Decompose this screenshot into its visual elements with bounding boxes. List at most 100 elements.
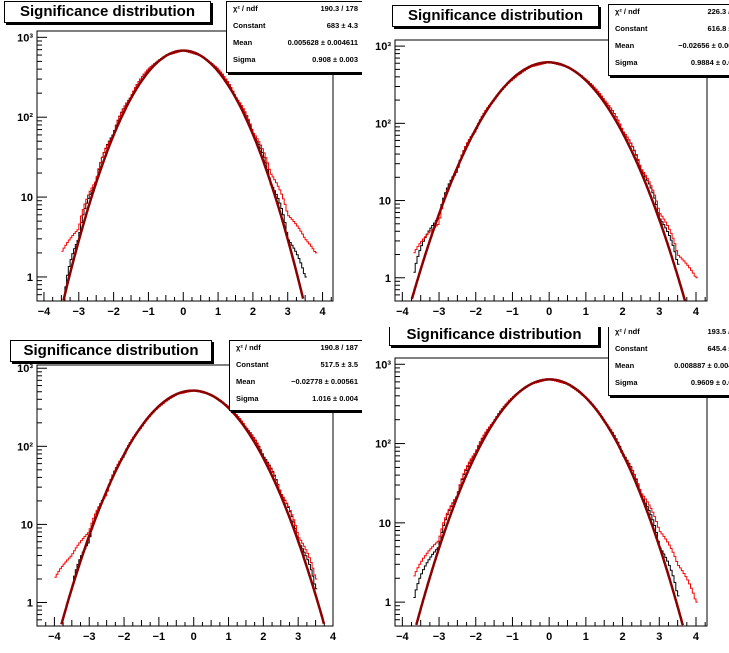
y-tick-label: 10³ [17, 363, 33, 375]
x-tick-label: −1 [506, 631, 519, 643]
chart-panel-top-right: −4 −3 −2 −1 0 1 2 3 4 1 10 10² 10³ Significance dist… [367, 0, 729, 326]
x-tick-label: −4 [396, 631, 409, 643]
x-tick-label: −2 [469, 631, 482, 643]
stats-value: −0.02656 ± 0.00506 [678, 41, 729, 50]
stats-box: χ² / ndf 190.3 / 178 Constant 683 ± 4.3 Me… [226, 1, 362, 73]
stats-label: Mean [236, 377, 256, 386]
x-tick-label: 1 [583, 306, 589, 318]
plot-frame [36, 30, 334, 302]
stats-value: 683 ± 4.3 [326, 21, 358, 30]
x-tick-label: −3 [433, 631, 446, 643]
histogram-series-red [413, 379, 698, 603]
chart-svg: −4 −3 −2 −1 0 1 2 3 4 1 10 10² 10³ [375, 357, 708, 643]
x-tick-label: 3 [285, 306, 291, 318]
stats-label: Constant [615, 344, 648, 353]
x-tick-label: −4 [38, 306, 51, 318]
stats-value: 0.008887 ± 0.004896 [674, 361, 729, 370]
chart-title: Significance distribution [389, 327, 599, 346]
y-tick-label: 1 [27, 597, 33, 609]
x-tick-label: −2 [107, 306, 120, 318]
x-tick-label: −4 [48, 631, 61, 643]
x-tick-label: −1 [506, 306, 519, 318]
y-tick-label: 10³ [17, 32, 33, 44]
stats-value: 0.908 ± 0.003 [312, 55, 358, 64]
stats-label: Sigma [233, 55, 256, 64]
stats-value: 193.5 / 177 [707, 327, 729, 336]
chart-title: Significance distribution [10, 340, 212, 362]
stats-label: χ² / ndf [615, 327, 640, 336]
gaussian-fit-curve [62, 49, 305, 301]
x-tick-label: −3 [73, 306, 86, 318]
x-tick-label: 1 [225, 631, 231, 643]
stats-value: 0.9609 ± 0.0034 [690, 378, 729, 387]
stats-label: Sigma [236, 394, 259, 403]
stats-value: 226.3 / 185 [707, 7, 729, 16]
x-tick-label: 0 [546, 306, 552, 318]
stats-value: −0.02778 ± 0.00561 [291, 377, 358, 386]
gaussian-fit-curve [415, 378, 684, 626]
stats-value: 190.3 / 178 [320, 4, 358, 13]
stats-value: 1.016 ± 0.004 [312, 394, 358, 403]
stats-label: χ² / ndf [236, 343, 261, 352]
y-tick-label: 10 [379, 518, 391, 530]
x-tick-label: 2 [620, 631, 626, 643]
stats-label: Constant [233, 21, 266, 30]
y-tick-label: 10² [17, 441, 33, 453]
stats-label: Sigma [615, 58, 638, 67]
stats-label: Constant [615, 24, 648, 33]
stats-value: 645.4 ± 4.0 [707, 344, 729, 353]
gaussian-fit-curve [410, 61, 687, 302]
histogram-series-red [61, 50, 318, 254]
stats-value: 190.8 / 187 [320, 343, 358, 352]
y-tick-label: 10 [379, 196, 391, 208]
x-tick-label: 3 [656, 631, 662, 643]
y-tick-label: 10 [21, 519, 33, 531]
y-tick-label: 1 [27, 272, 33, 284]
x-tick-label: 3 [656, 306, 662, 318]
stats-label: χ² / ndf [615, 7, 640, 16]
stats-label: Constant [236, 360, 269, 369]
y-tick-label: 10² [375, 118, 391, 130]
x-tick-label: 2 [620, 306, 626, 318]
chart-svg: −4 −3 −2 −1 0 1 2 3 4 1 10 10² 10³ [17, 363, 337, 643]
x-tick-label: 0 [546, 631, 552, 643]
stats-label: χ² / ndf [233, 4, 258, 13]
stats-label: Mean [615, 361, 635, 370]
x-tick-label: 1 [215, 306, 221, 318]
chart-panel-bottom-left: −4 −3 −2 −1 0 1 2 3 4 1 10 10² 10³ Significance dist… [0, 327, 362, 653]
histogram-series-red [54, 390, 318, 580]
y-tick-label: 10² [375, 439, 391, 451]
x-tick-label: 4 [693, 306, 700, 318]
stats-box: χ² / ndf 190.8 / 187 Constant 517.5 ± 3.5 … [229, 340, 362, 411]
x-tick-label: 2 [250, 306, 256, 318]
y-tick-label: 1 [385, 597, 391, 609]
x-tick-label: 4 [693, 631, 700, 643]
x-tick-label: −3 [83, 631, 96, 643]
x-tick-label: 0 [191, 631, 197, 643]
y-tick-label: 10² [17, 112, 33, 124]
x-tick-label: −3 [433, 306, 446, 318]
x-tick-label: 0 [180, 306, 186, 318]
stats-label: Mean [615, 41, 635, 50]
x-tick-label: 2 [260, 631, 266, 643]
chart-title: Significance distribution [4, 1, 211, 23]
x-tick-label: −1 [142, 306, 155, 318]
x-tick-label: 4 [319, 306, 326, 318]
stats-label: Mean [233, 38, 253, 47]
x-tick-label: −2 [469, 306, 482, 318]
stats-value: 0.9884 ± 0.0036 [690, 58, 729, 67]
y-tick-label: 10 [21, 192, 33, 204]
chart-svg: −4 −3 −2 −1 0 1 2 3 4 1 10 10² 10³ [375, 39, 708, 318]
plot-frame [394, 39, 708, 302]
stats-value: 517.5 ± 3.5 [320, 360, 358, 369]
x-tick-label: −2 [118, 631, 131, 643]
y-tick-label: 1 [385, 273, 391, 285]
y-tick-label: 10³ [375, 359, 391, 371]
chart-title: Significance distribution [392, 5, 599, 27]
x-tick-label: −4 [396, 306, 409, 318]
chart-svg: −4 −3 −2 −1 0 1 2 3 4 1 10 10² 10³ [17, 30, 334, 318]
chart-panel-top-left: −4 −3 −2 −1 0 1 2 3 4 1 10 10² 10³ Significance dist… [0, 0, 362, 326]
x-tick-label: 4 [330, 631, 337, 643]
